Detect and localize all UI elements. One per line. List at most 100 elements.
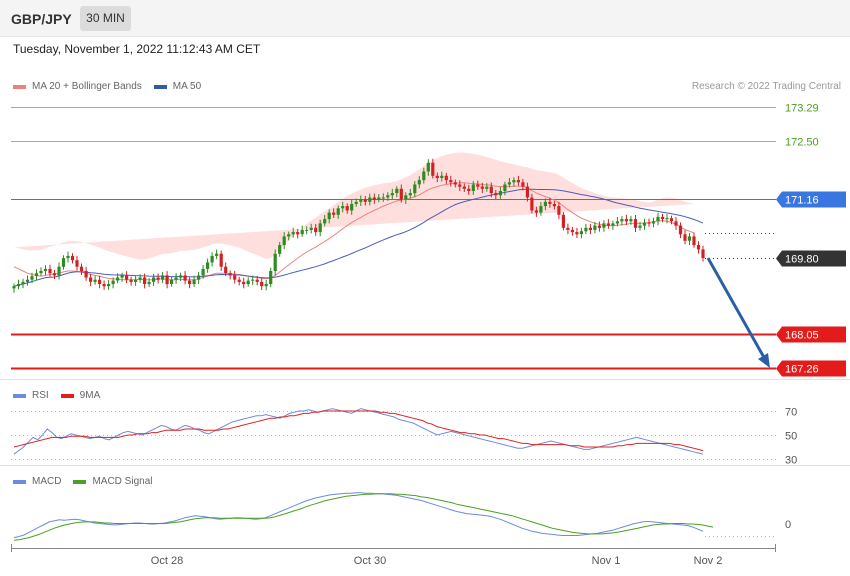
candle-body xyxy=(129,279,133,282)
candle-body xyxy=(318,223,322,233)
candle xyxy=(170,276,174,287)
macd-legend: MACD MACD Signal xyxy=(13,476,164,487)
candle-body xyxy=(449,180,453,183)
candle-body xyxy=(404,195,408,200)
candle xyxy=(201,265,205,279)
candle xyxy=(152,273,156,286)
x-tick-label-1: Oct 30 xyxy=(354,555,386,567)
candle-body xyxy=(188,280,192,285)
candle-body xyxy=(120,275,124,278)
candle-body xyxy=(381,197,385,199)
candle xyxy=(143,273,147,289)
candle xyxy=(674,217,678,230)
candle xyxy=(188,277,192,289)
candle-body xyxy=(386,195,390,198)
candle xyxy=(597,221,601,232)
level-label-171-16: 171.16 xyxy=(785,195,819,207)
candle xyxy=(435,172,439,183)
candle-body xyxy=(494,193,498,196)
macd-signal-legend-label: MACD Signal xyxy=(92,476,153,487)
research-credit: Research © 2022 Trading Central xyxy=(691,81,841,92)
candle xyxy=(606,219,610,229)
candle-body xyxy=(651,221,656,224)
candle xyxy=(116,273,120,284)
candle-body xyxy=(43,268,48,272)
ma50-swatch xyxy=(153,84,167,89)
candle xyxy=(206,258,210,273)
candle xyxy=(458,180,462,191)
candle-body xyxy=(183,275,187,281)
candle xyxy=(287,231,291,241)
candle xyxy=(413,181,417,198)
candle xyxy=(89,273,93,287)
candle-body xyxy=(363,199,367,202)
price-levels: 173.29 172.50 171.16 169.80 168.05 167.26 xyxy=(11,103,846,377)
level-label-168-05: 168.05 xyxy=(785,330,819,342)
candle xyxy=(687,232,692,245)
candle xyxy=(269,267,273,288)
candle xyxy=(129,276,133,286)
candle xyxy=(462,183,466,192)
candle xyxy=(660,213,665,223)
candle-body xyxy=(462,186,466,189)
candle-body xyxy=(575,232,579,235)
candle xyxy=(125,271,129,284)
timeframe-button[interactable]: 30 MIN xyxy=(80,6,131,31)
candle xyxy=(480,182,484,194)
candle xyxy=(70,253,75,264)
candle-body xyxy=(656,216,660,222)
candle-body xyxy=(21,281,25,285)
price-legend: MA 20 + Bollinger Bands MA 50 xyxy=(13,81,213,92)
candle xyxy=(345,203,349,214)
candle-body xyxy=(458,184,462,187)
candle xyxy=(327,209,331,224)
candle-body xyxy=(57,266,61,276)
ma20-legend-label: MA 20 + Bollinger Bands xyxy=(32,81,142,92)
candle-body xyxy=(300,229,304,235)
candle-body xyxy=(260,281,264,287)
candle-body xyxy=(426,162,430,172)
candle-body xyxy=(156,277,160,280)
candle xyxy=(282,232,286,250)
candle xyxy=(611,220,615,230)
level-label-172-50: 172.50 xyxy=(785,137,819,149)
candle xyxy=(350,199,354,215)
candle xyxy=(215,249,219,260)
candle-body xyxy=(557,206,561,215)
candle xyxy=(485,183,489,192)
candle xyxy=(260,278,264,290)
candle-body xyxy=(489,186,493,194)
moving-averages xyxy=(13,182,704,287)
candle xyxy=(431,158,435,179)
candle-body xyxy=(638,225,642,228)
candle xyxy=(43,265,48,276)
candle xyxy=(314,223,318,236)
candle xyxy=(417,176,421,189)
candle xyxy=(530,193,534,214)
candle xyxy=(336,205,340,219)
candle-body xyxy=(336,208,340,215)
candle xyxy=(548,197,552,208)
candle-body xyxy=(624,219,628,222)
candle xyxy=(291,227,295,238)
candle-body xyxy=(34,273,39,277)
candle xyxy=(642,218,647,230)
level-tag-167-26 xyxy=(776,360,846,377)
candle xyxy=(471,180,475,195)
candle-body xyxy=(61,258,66,267)
candle-body xyxy=(39,271,43,274)
candle-body xyxy=(467,188,471,191)
candle-body xyxy=(372,197,376,200)
candle-body xyxy=(561,214,565,228)
x-tick-label-3: Nov 2 xyxy=(694,555,723,567)
candle-body xyxy=(521,182,525,187)
candle-body xyxy=(678,225,683,235)
candle xyxy=(588,223,592,235)
candle xyxy=(25,275,30,286)
candle xyxy=(79,263,84,275)
candle xyxy=(665,213,669,224)
rsi9-swatch xyxy=(60,393,74,398)
candle xyxy=(161,272,165,284)
candle-body xyxy=(435,175,439,178)
